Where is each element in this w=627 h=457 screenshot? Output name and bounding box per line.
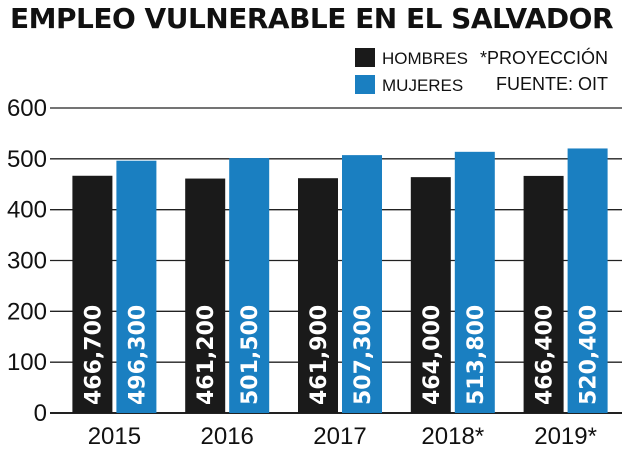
bar-mujeres-2018	[454, 151, 495, 413]
data-label: 464,000	[420, 305, 445, 405]
bar-hombres-2015	[72, 175, 113, 413]
y-tick-label: 300	[7, 248, 47, 275]
bar-mujeres-2017	[342, 155, 382, 413]
chart-title: EMPLEO VULNERABLE EN EL SALVADOR	[10, 2, 614, 35]
notes: *PROYECCIÓN FUENTE: OIT	[480, 47, 608, 94]
x-tick-label: 2017	[313, 423, 366, 450]
axes: 0 100 200 300 400 500 600 2015 2016 2017 2018* 2019…	[7, 95, 597, 450]
x-tick-label: 2016	[201, 423, 254, 450]
bar-hombres-2017	[298, 178, 338, 413]
legend-swatch-mujeres	[355, 75, 375, 94]
data-label: 466,700	[81, 305, 106, 405]
bar-mujeres-2019	[567, 148, 608, 414]
y-tick-label: 500	[7, 146, 47, 173]
x-tick-label: 2018*	[421, 423, 484, 450]
y-tick-label: 0	[34, 400, 47, 427]
bar-hombres-2019	[523, 175, 564, 413]
data-label: 501,500	[238, 305, 263, 405]
data-label: 466,400	[533, 305, 558, 405]
y-tick-label: 100	[7, 349, 47, 376]
legend-label-hombres: HOMBRES	[382, 49, 468, 68]
source-note: FUENTE: OIT	[496, 74, 608, 94]
legend: HOMBRES MUJERES	[355, 48, 468, 95]
bar-hombres-2016	[185, 178, 226, 413]
y-tick-label: 400	[7, 197, 47, 224]
legend-swatch-hombres	[355, 48, 375, 67]
y-tick-label: 600	[7, 95, 47, 122]
data-label: 520,400	[577, 305, 602, 405]
projection-note: *PROYECCIÓN	[480, 47, 608, 68]
data-label: 507,300	[351, 305, 376, 405]
bar-mujeres-2016	[229, 158, 270, 413]
bars: 466,700 496,300 461,200 501,500 461,900 507,3…	[72, 148, 608, 414]
bar-mujeres-2015	[116, 160, 157, 413]
x-tick-label: 2019*	[534, 423, 597, 450]
bar-hombres-2018	[410, 177, 451, 413]
x-tick-label: 2015	[88, 423, 141, 450]
y-tick-label: 200	[7, 298, 47, 325]
data-label: 461,200	[194, 305, 219, 405]
data-label: 496,300	[125, 305, 150, 405]
legend-label-mujeres: MUJERES	[382, 76, 463, 95]
data-label: 461,900	[307, 305, 332, 405]
data-label: 513,800	[464, 305, 489, 405]
